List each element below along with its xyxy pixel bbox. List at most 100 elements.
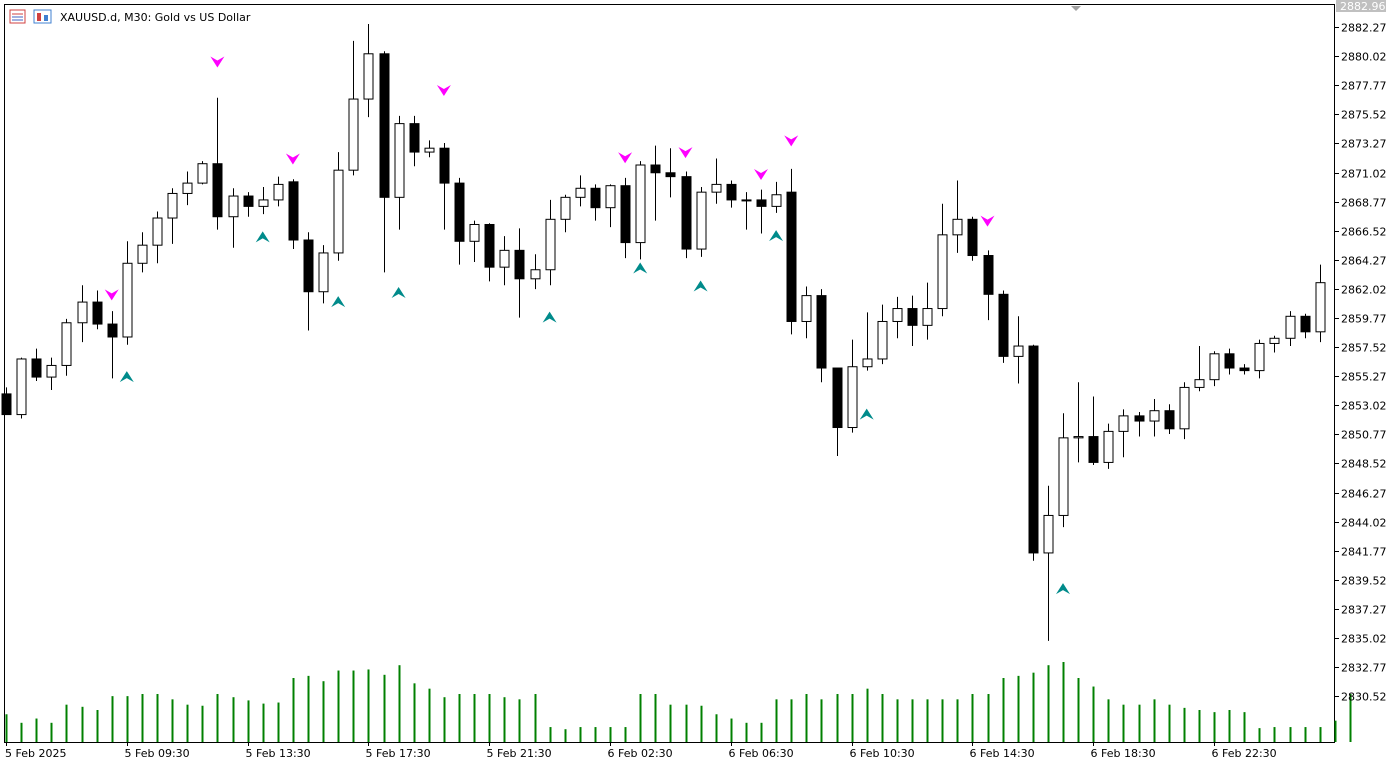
candle <box>288 179 299 250</box>
candle <box>46 357 57 391</box>
candle <box>696 186 707 257</box>
candle-body-bull <box>922 308 933 326</box>
current-price-label: 2882.96 <box>1340 0 1386 13</box>
time-tick-label: 6 Feb 02:30 <box>608 747 673 760</box>
price-tick-label: 2832.77 <box>1341 662 1387 675</box>
candle <box>545 199 556 286</box>
time-tick-label: 5 Feb 09:30 <box>125 747 190 760</box>
candle-body-bull <box>952 218 963 236</box>
buy-arrow-icon <box>255 231 270 243</box>
candle-body-bull <box>16 358 27 416</box>
candle <box>862 312 873 371</box>
price-tick-label: 2873.27 <box>1341 138 1387 151</box>
candle-body-bull <box>1315 282 1326 333</box>
candle <box>711 158 722 204</box>
candle-body-bull <box>167 192 178 219</box>
candle <box>1149 399 1160 437</box>
candle <box>530 254 541 290</box>
signal-arrows <box>104 56 1070 595</box>
buy-arrow-icon <box>391 287 406 299</box>
candle-body-bear <box>454 182 465 242</box>
candle-body-bull <box>77 301 88 324</box>
candle-body-bull <box>1058 437 1069 516</box>
candle-body-bull <box>61 322 72 366</box>
price-tick-label: 2844.02 <box>1341 517 1387 530</box>
candle <box>1315 264 1326 343</box>
buy-arrow-icon <box>693 280 708 292</box>
candle-body-bull <box>122 262 133 338</box>
candle <box>1073 382 1084 463</box>
candle-body-bear <box>590 187 601 209</box>
candle <box>1118 409 1129 458</box>
candle-body-bull <box>1269 337 1280 344</box>
candle-body-bear <box>288 181 299 241</box>
candle <box>922 282 933 340</box>
candle <box>877 304 888 365</box>
volume-bars <box>5 662 1352 742</box>
candle-body-bear <box>786 191 797 322</box>
candle-body-bull <box>273 183 284 201</box>
candle <box>907 295 918 347</box>
candle <box>122 241 133 345</box>
candle-body-bull <box>348 98 359 171</box>
candle <box>1058 413 1069 528</box>
candle-body-bull <box>228 195 239 218</box>
candle-body-bear <box>832 367 843 429</box>
candle-body-bull <box>258 199 269 207</box>
price-tick-label: 2868.77 <box>1341 197 1387 210</box>
symbol-properties-icon[interactable] <box>33 9 52 24</box>
candle-body-bull <box>1209 353 1220 381</box>
scroll-marker-icon[interactable] <box>1071 6 1081 11</box>
price-axis[interactable]: 2882.27 2880.02 2877.77 2875.52 2873.27 2871.… <box>1334 22 1387 704</box>
price-tick-label: 2875.52 <box>1341 109 1387 122</box>
candle-body-bear <box>303 239 314 293</box>
sell-arrow-icon <box>784 135 799 147</box>
candle-body-bull <box>394 123 405 198</box>
candle <box>424 140 435 158</box>
candle-body-bull <box>847 366 858 429</box>
candle-body-bull <box>711 183 722 193</box>
time-tick-label: 6 Feb 18:30 <box>1091 747 1156 760</box>
candle-body-bull <box>1043 514 1054 554</box>
candle <box>137 232 148 273</box>
candle <box>681 171 692 259</box>
candle-body-bear <box>31 358 42 378</box>
candle-body-bull <box>499 249 510 268</box>
time-tick-label: 6 Feb 10:30 <box>850 747 915 760</box>
sell-arrow-icon <box>436 85 451 97</box>
candle-body-bear <box>514 249 525 280</box>
candle <box>1028 344 1039 561</box>
candle-body-bull <box>862 358 873 368</box>
candle-body-bull <box>605 185 616 209</box>
price-tick-label: 2866.52 <box>1341 226 1387 239</box>
candle-body-bear <box>92 301 103 325</box>
candle <box>394 115 405 230</box>
candle-body-bear <box>1239 367 1250 372</box>
sell-arrow-icon <box>678 147 693 159</box>
chart-window-icon[interactable] <box>9 9 26 24</box>
candle-body-bear <box>756 199 767 207</box>
candle <box>1 387 12 416</box>
candle <box>1179 382 1190 440</box>
candle-body-bull <box>182 182 193 194</box>
candle <box>152 211 163 264</box>
candle <box>379 51 390 273</box>
candle-body-bull <box>741 199 752 202</box>
candle <box>575 175 586 207</box>
candle <box>514 228 525 318</box>
current-price-tag <box>1336 0 1386 12</box>
time-axis[interactable]: 5 Feb 2025 5 Feb 09:30 5 Feb 13:30 5 Feb 17… <box>5 742 1277 760</box>
candle <box>832 367 843 456</box>
price-tick-label: 2880.02 <box>1341 51 1387 64</box>
candle-body-bull <box>363 53 374 100</box>
candle <box>303 232 314 331</box>
candle-body-bull <box>318 252 329 293</box>
candle <box>16 357 27 419</box>
buy-arrow-icon <box>542 311 557 323</box>
candle <box>1209 351 1220 387</box>
candle <box>77 285 88 343</box>
price-tick-label: 2841.77 <box>1341 546 1387 559</box>
candle-body-bear <box>726 183 737 201</box>
